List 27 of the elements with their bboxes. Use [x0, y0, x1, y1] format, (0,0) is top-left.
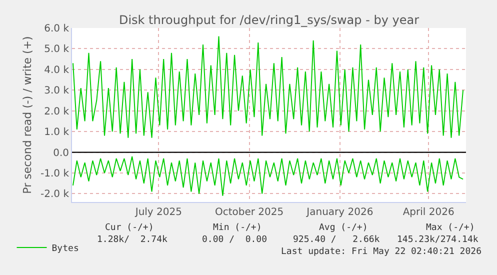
line-series [72, 156, 464, 196]
y-tick-label: -2.0 k [40, 189, 70, 200]
y-tick-label: 3.0 k [44, 86, 70, 97]
text: Cur (-/+) [105, 223, 154, 233]
text: 1.28k/ 2.74k [97, 235, 168, 245]
legend-label: Bytes [52, 244, 79, 254]
text: Min (-/+) [213, 223, 262, 233]
text: Avg (-/+) [319, 223, 368, 233]
y-tick-label: 0.0 [53, 148, 69, 159]
y-tick-label: 2.0 k [44, 106, 70, 118]
text: 925.40 / 2.66k [293, 235, 380, 245]
y-tick-label: 1.0 k [44, 127, 70, 138]
text: Max (-/+) [426, 223, 475, 233]
x-tick-label: July 2025 [134, 207, 182, 218]
y-tick-label: 6.0 k [44, 24, 70, 34]
x-tick-label: April 2026 [402, 207, 454, 218]
y-axis-title: Pr second read (-) / write (+) [21, 36, 34, 194]
x-tick-label: January 2026 [306, 207, 374, 218]
x-tick-label: October 2025 [214, 207, 284, 218]
chart-title: Disk throughput for /dev/ring1_sys/swap - by year [118, 13, 420, 28]
text: 0.00 / 0.00 [202, 235, 268, 245]
y-tick-label: -1.0 k [40, 168, 70, 180]
y-tick-label: 5.0 k [44, 44, 70, 56]
text: 145.23k/274.14k [397, 235, 479, 245]
text: Last update: Fri May 22 02:40:21 2026 [281, 247, 482, 257]
line-series [72, 36, 464, 138]
y-tick-label: 4.0 k [44, 64, 70, 76]
